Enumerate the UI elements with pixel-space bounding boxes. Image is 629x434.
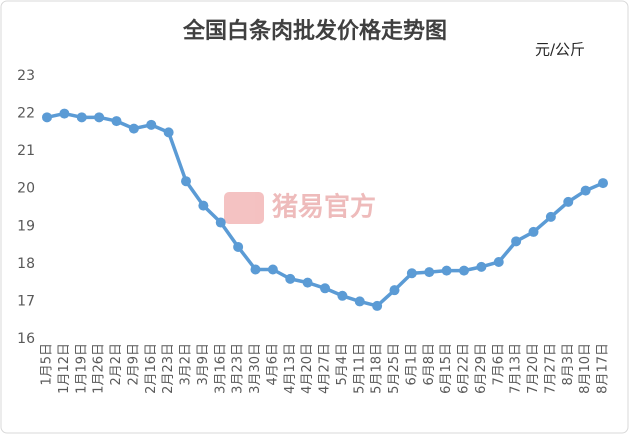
x-tick-label: 4月27日 (318, 343, 333, 394)
point (320, 283, 330, 294)
point (406, 268, 417, 279)
point (493, 256, 504, 267)
point (459, 265, 469, 276)
point (337, 290, 348, 301)
x-tick-label: 5月18日 (370, 343, 385, 394)
x-tick-label: 5月11日 (352, 343, 367, 394)
x-tick-label: 7月6日 (491, 343, 506, 386)
point (267, 264, 278, 275)
x-tick-label: 4月20日 (300, 343, 315, 394)
point (285, 273, 296, 284)
point (441, 265, 452, 276)
point (233, 241, 244, 252)
point (372, 300, 383, 311)
y-tick-label: 20 (17, 181, 35, 197)
point (181, 176, 191, 187)
point (59, 108, 70, 119)
watermark: 猪易官方 (224, 192, 376, 224)
point (146, 119, 157, 130)
y-tick-label: 16 (17, 331, 35, 347)
point (198, 200, 209, 211)
point (302, 277, 313, 288)
x-tick-label: 8月10日 (578, 343, 593, 394)
x-tick-label: 1月19日 (74, 343, 89, 394)
point (389, 285, 400, 296)
x-tick-label: 6月1日 (404, 343, 419, 386)
x-tick-label: 2月9日 (126, 343, 141, 386)
x-tick-label: 2月23日 (161, 343, 176, 394)
point (111, 116, 122, 127)
x-tick-label: 3月30日 (248, 343, 263, 394)
point (563, 196, 574, 207)
x-tick-label: 6月22日 (457, 343, 472, 394)
chart-title: 全国白条肉批发价格走势图 (182, 18, 447, 44)
x-tick-label: 5月4日 (335, 343, 350, 386)
y-tick-label: 22 (17, 106, 35, 122)
x-tick-label: 5月25日 (387, 343, 402, 394)
x-tick-label: 8月17日 (596, 343, 611, 394)
point (476, 261, 487, 272)
x-tick-label: 7月27日 (543, 343, 558, 394)
point (424, 267, 435, 278)
y-tick-label: 21 (17, 143, 35, 159)
x-tick-label: 2月2日 (109, 343, 124, 386)
x-tick-label: 7月20日 (526, 343, 541, 394)
point (94, 112, 105, 123)
x-tick-label: 1月26日 (92, 343, 107, 394)
point (215, 217, 226, 228)
point (76, 112, 87, 123)
point (545, 211, 556, 222)
y-tick-label: 19 (17, 218, 35, 234)
x-tick-label: 7月13日 (509, 343, 524, 394)
y-tick-label: 23 (17, 68, 35, 84)
x-tick-label: 4月6日 (265, 343, 280, 386)
x-tick-label: 3月23日 (231, 343, 246, 394)
x-tick-label: 2月16日 (144, 343, 159, 394)
point (42, 112, 52, 123)
point (511, 236, 522, 247)
y-tick-label: 18 (17, 256, 35, 272)
unit-label: 元/公斤 (535, 41, 585, 59)
y-tick-label: 17 (17, 293, 35, 309)
x-tick-label: 6月15日 (439, 343, 454, 394)
x-tick-label: 3月16日 (213, 343, 228, 394)
point (128, 123, 139, 134)
point (598, 178, 608, 189)
point (163, 127, 174, 138)
x-tick-label: 3月2日 (179, 343, 194, 386)
point (250, 264, 261, 275)
x-tick-label: 1月5日 (40, 343, 55, 386)
x-tick-label: 4月13日 (283, 343, 298, 394)
point (580, 185, 591, 196)
x-tick-label: 3月9日 (196, 343, 211, 386)
x-tick-label: 6月29日 (474, 343, 489, 394)
point (354, 296, 365, 307)
x-tick-label: 8月3日 (561, 343, 576, 386)
watermark-text: 猪易官方 (272, 192, 376, 223)
x-tick-label: 1月12日 (57, 343, 72, 394)
watermark-logo (224, 192, 264, 224)
x-tick-label: 6月8日 (422, 343, 437, 386)
point (528, 226, 539, 237)
